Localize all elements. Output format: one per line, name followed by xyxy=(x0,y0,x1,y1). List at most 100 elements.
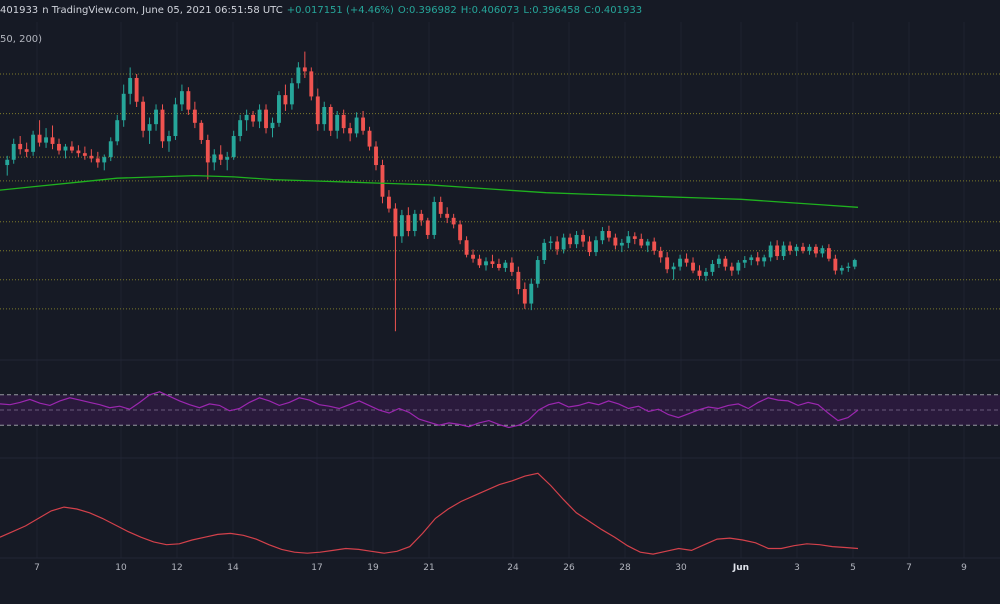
candle-down xyxy=(464,236,469,258)
candle-body xyxy=(542,242,547,261)
candle-up xyxy=(561,233,566,254)
candle-body xyxy=(238,120,243,137)
x-tick-label: 17 xyxy=(311,563,322,573)
candle-body xyxy=(44,137,48,143)
candle-up xyxy=(5,155,10,176)
candle-body xyxy=(309,71,314,97)
candle-body xyxy=(568,237,573,245)
candle-body xyxy=(212,154,217,163)
candle-down xyxy=(445,207,450,224)
candle-body xyxy=(749,257,754,261)
candle-up xyxy=(147,117,152,144)
candle-down xyxy=(264,104,268,134)
candle-down xyxy=(639,233,644,249)
candle-body xyxy=(296,67,301,84)
candle-body xyxy=(671,266,676,270)
candle-up xyxy=(154,104,158,131)
candle-up xyxy=(807,244,812,255)
candle-down xyxy=(218,145,223,166)
open-label: O: xyxy=(397,4,409,16)
candle-body xyxy=(691,262,695,271)
candle-body xyxy=(264,109,268,129)
candle-down xyxy=(684,253,689,267)
candle-body xyxy=(736,262,741,271)
candle-up xyxy=(619,238,624,253)
x-tick-label: 21 xyxy=(423,563,434,573)
candle-body xyxy=(555,241,560,250)
candle-body xyxy=(814,246,818,254)
candle-body xyxy=(781,245,786,257)
open-value: 0.396982 xyxy=(409,4,457,16)
candle-down xyxy=(95,151,100,168)
x-tick-label: 10 xyxy=(115,563,127,573)
candle-body xyxy=(839,267,844,271)
candle-down xyxy=(755,252,760,266)
candle-body xyxy=(477,258,482,266)
candle-up xyxy=(594,236,598,257)
x-tick-label: 9 xyxy=(961,563,967,573)
candle-body xyxy=(755,257,760,262)
candle-body xyxy=(231,136,236,158)
candle-body xyxy=(128,77,133,94)
candle-body xyxy=(639,238,644,246)
candle-down xyxy=(632,232,637,245)
candle-down xyxy=(374,141,378,171)
candle-body xyxy=(794,246,799,251)
candle-up xyxy=(716,254,721,268)
candle-up xyxy=(225,151,230,171)
candle-body xyxy=(678,258,683,267)
candle-body xyxy=(341,114,346,129)
candle-body xyxy=(801,246,805,251)
candle-down xyxy=(393,203,398,332)
candle-up xyxy=(535,256,540,288)
candle-body xyxy=(484,261,488,266)
candle-up xyxy=(257,104,262,129)
candle-down xyxy=(568,233,573,249)
x-tick-label: 12 xyxy=(171,563,182,573)
candle-body xyxy=(173,104,178,137)
candle-up xyxy=(645,238,650,253)
candle-up xyxy=(736,260,741,275)
candle-body xyxy=(775,245,780,257)
candle-down xyxy=(309,67,314,101)
candle-up xyxy=(63,143,68,159)
candle-up xyxy=(296,62,301,89)
candle-body xyxy=(548,241,553,243)
candle-body xyxy=(522,289,527,304)
candle-body xyxy=(328,107,333,131)
candle-body xyxy=(147,124,152,131)
candle-up xyxy=(179,84,184,111)
candle-body xyxy=(57,143,61,151)
candle-down xyxy=(801,242,805,254)
candle-body xyxy=(179,91,184,105)
candle-body xyxy=(587,241,592,253)
candle-down xyxy=(82,146,87,160)
candle-body xyxy=(632,236,637,239)
x-tick-label: Jun xyxy=(732,563,749,573)
candle-down xyxy=(477,254,482,268)
candle-down xyxy=(652,237,657,255)
candle-body xyxy=(826,248,831,259)
candle-down xyxy=(37,120,42,147)
candle-down xyxy=(315,88,320,131)
candle-body xyxy=(613,237,618,246)
candle-body xyxy=(852,260,857,267)
candle-body xyxy=(807,246,812,251)
candle-body xyxy=(289,83,294,105)
x-tick-label: 7 xyxy=(906,563,912,573)
candle-body xyxy=(5,159,10,166)
candle-down xyxy=(186,87,191,115)
candle-body xyxy=(833,258,838,271)
candle-up xyxy=(484,257,488,271)
candle-body xyxy=(399,215,404,237)
candle-down xyxy=(283,84,288,111)
candle-body xyxy=(412,213,417,231)
candle-body xyxy=(50,137,55,144)
candle-body xyxy=(594,240,598,253)
candle-up xyxy=(704,267,708,282)
candle-body xyxy=(606,231,611,238)
candle-up xyxy=(678,254,683,271)
time-axis: 7 10 12 14 17 19 21 24 26 28 30 Jun 3 5 7 9 xyxy=(34,563,967,573)
